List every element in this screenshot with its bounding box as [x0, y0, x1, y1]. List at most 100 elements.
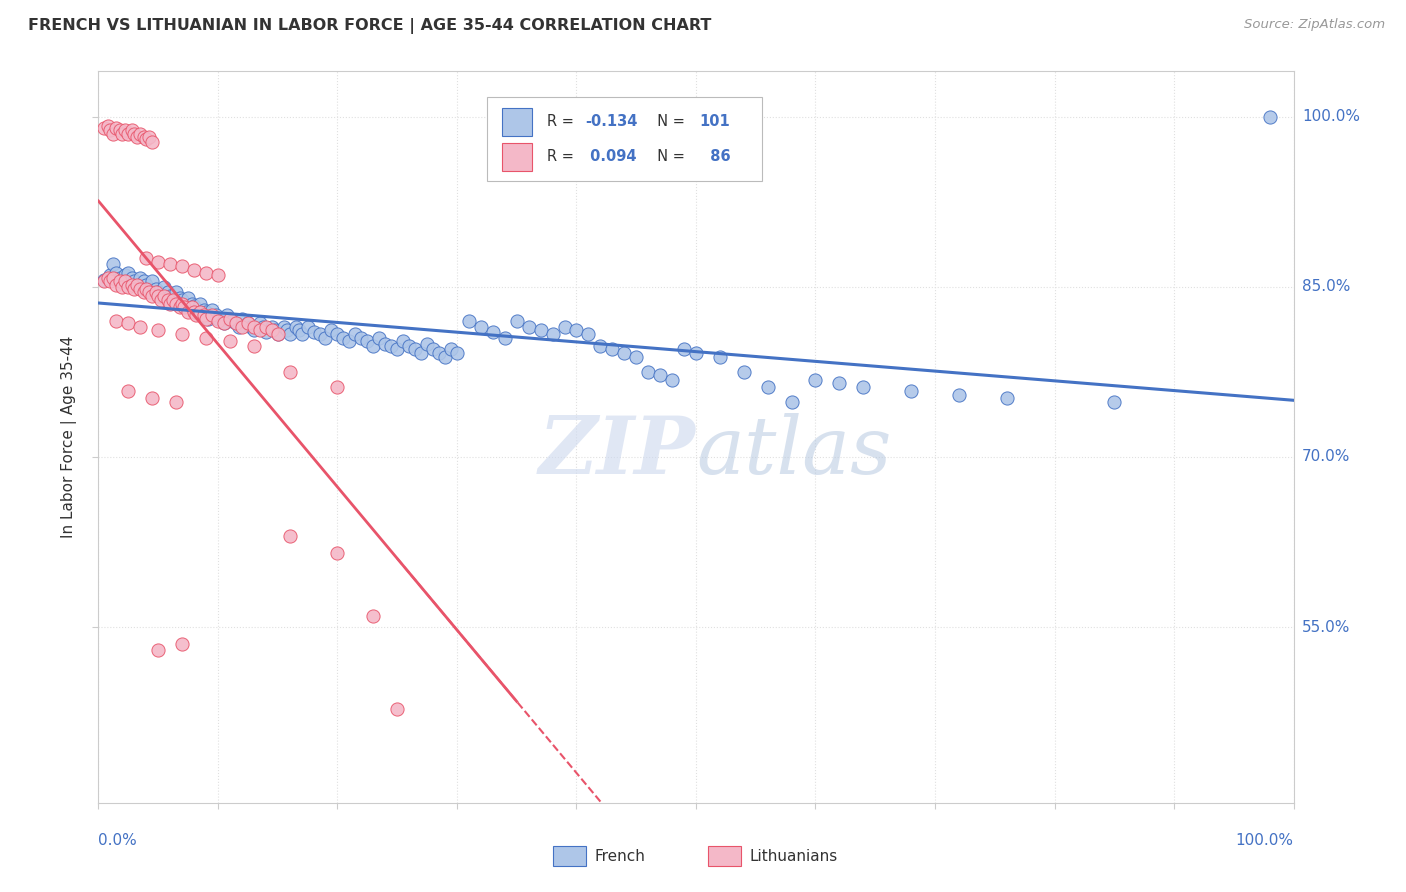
Text: 100.0%: 100.0%	[1302, 109, 1360, 124]
Point	[125, 277, 148, 292]
Point	[129, 282, 152, 296]
Point	[177, 291, 200, 305]
Point	[98, 274, 122, 288]
Point	[108, 123, 131, 137]
Point	[93, 121, 115, 136]
Point	[284, 319, 307, 334]
Point	[186, 308, 208, 322]
Point	[344, 327, 367, 342]
Point	[648, 368, 672, 383]
Point	[267, 327, 290, 342]
Point	[117, 266, 139, 280]
Point	[249, 323, 271, 337]
Point	[114, 268, 136, 283]
Point	[121, 277, 143, 292]
Point	[145, 285, 167, 300]
Point	[169, 291, 191, 305]
Point	[156, 285, 179, 300]
Point	[780, 395, 803, 409]
Point	[685, 345, 707, 359]
Point	[506, 314, 529, 328]
FancyBboxPatch shape	[502, 108, 533, 136]
Point	[332, 331, 354, 345]
Point	[149, 293, 172, 308]
Point	[183, 305, 205, 319]
Point	[169, 300, 191, 314]
Point	[148, 255, 170, 269]
Point	[302, 325, 325, 339]
Point	[481, 325, 505, 339]
Point	[217, 308, 239, 322]
Point	[195, 331, 218, 345]
Point	[219, 311, 242, 326]
Point	[141, 274, 163, 288]
Point	[141, 289, 163, 303]
Point	[117, 280, 139, 294]
Text: 85.0%: 85.0%	[1302, 279, 1350, 294]
Point	[243, 323, 266, 337]
Point	[260, 323, 283, 337]
Point	[117, 127, 139, 141]
Point	[180, 300, 202, 314]
Point	[315, 331, 337, 345]
Point	[165, 395, 187, 409]
Point	[132, 130, 155, 145]
Point	[93, 273, 115, 287]
Point	[219, 334, 242, 349]
Point	[93, 274, 115, 288]
Point	[260, 319, 283, 334]
Point	[124, 282, 146, 296]
Point	[159, 257, 181, 271]
Point	[156, 293, 179, 308]
Point	[180, 297, 202, 311]
Point	[125, 130, 148, 145]
Point	[252, 319, 274, 334]
Point	[183, 299, 205, 313]
Point	[111, 274, 134, 288]
Point	[589, 339, 612, 353]
Point	[188, 297, 211, 311]
Point	[422, 342, 444, 356]
Text: N =: N =	[648, 114, 690, 129]
Point	[98, 268, 122, 283]
Point	[138, 130, 160, 145]
Point	[541, 327, 564, 342]
Point	[101, 270, 124, 285]
Point	[339, 334, 361, 349]
Point	[278, 327, 301, 342]
Point	[162, 293, 184, 308]
Point	[141, 391, 163, 405]
Point	[231, 319, 253, 334]
Point	[804, 373, 827, 387]
Point	[193, 302, 215, 317]
Point	[114, 123, 136, 137]
Point	[207, 268, 229, 283]
Point	[138, 285, 160, 300]
Point	[398, 339, 420, 353]
Point	[172, 327, 194, 342]
Point	[392, 334, 415, 349]
Text: FRENCH VS LITHUANIAN IN LABOR FORCE | AGE 35-44 CORRELATION CHART: FRENCH VS LITHUANIAN IN LABOR FORCE | AG…	[28, 18, 711, 34]
Point	[172, 260, 194, 274]
FancyBboxPatch shape	[502, 143, 533, 171]
Point	[458, 314, 481, 328]
Point	[172, 297, 194, 311]
Point	[530, 323, 553, 337]
Point	[172, 637, 194, 651]
Point	[240, 319, 263, 334]
Point	[326, 546, 349, 560]
Point	[236, 316, 259, 330]
Point	[733, 365, 755, 379]
Point	[267, 327, 290, 342]
Point	[108, 270, 131, 285]
Text: Lithuanians: Lithuanians	[749, 848, 838, 863]
Point	[148, 289, 170, 303]
Point	[201, 308, 224, 322]
Point	[105, 314, 128, 328]
Point	[148, 285, 170, 300]
Text: -0.134: -0.134	[585, 114, 637, 129]
Point	[105, 277, 128, 292]
Point	[195, 311, 218, 326]
Point	[411, 345, 433, 359]
Text: 100.0%: 100.0%	[1236, 833, 1294, 848]
